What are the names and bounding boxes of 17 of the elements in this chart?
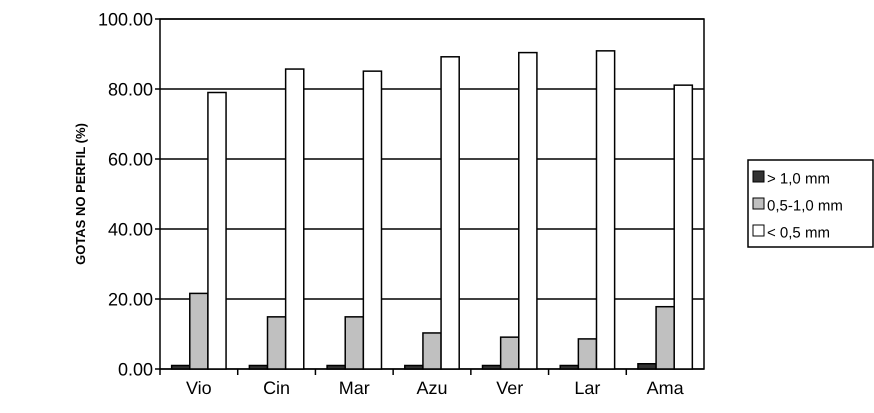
x-tick-label: Vio — [186, 378, 212, 398]
y-tick-label: 40.00 — [108, 219, 153, 240]
x-tick-label: Cin — [263, 378, 290, 398]
legend-label: 0,5-1,0 mm — [767, 197, 843, 214]
y-tick-label: 80.00 — [108, 79, 153, 100]
legend-label: < 0,5 mm — [767, 224, 830, 242]
x-tick-label: Lar — [574, 378, 600, 398]
y-tick-label: 20.00 — [108, 289, 153, 310]
y-tick-label: 0.00 — [118, 359, 153, 380]
y-tick-label: 100.00 — [98, 9, 153, 30]
y-tick-label: 60.00 — [108, 149, 153, 170]
x-tick-label: Ver — [496, 378, 524, 398]
x-tick-label: Mar — [338, 378, 370, 398]
y-axis-title: GOTAS NO PERFIL (%) — [73, 123, 88, 265]
x-tick-label: Azu — [416, 378, 448, 398]
x-tick-label: Ama — [646, 378, 685, 398]
legend-label: > 1,0 mm — [767, 170, 830, 188]
